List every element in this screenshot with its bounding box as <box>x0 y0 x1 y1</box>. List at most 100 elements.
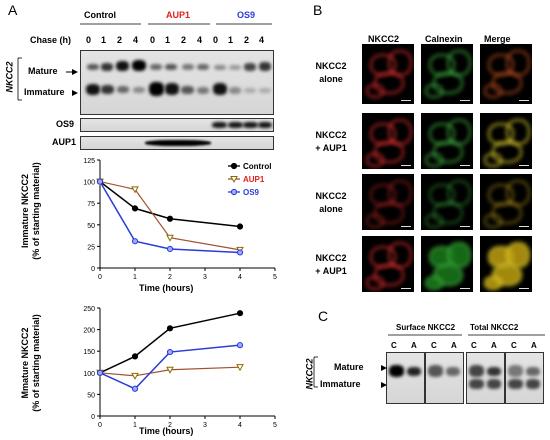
legend-label-os9: OS9 <box>243 188 260 197</box>
y-tick-label: 0 <box>91 414 95 421</box>
point-control <box>166 215 174 222</box>
scale-bar <box>519 165 529 166</box>
total-label: Total NKCC2 <box>470 323 519 332</box>
nkcc2-side-label: NKCC2 <box>4 61 15 93</box>
row-label-line2: alone <box>319 204 343 214</box>
row-label: NKCC2 + AUP1 <box>300 129 362 155</box>
mature-label: Mature <box>28 66 58 76</box>
cell-shape <box>492 72 522 94</box>
cell-shape <box>374 141 404 163</box>
cell-shape <box>484 84 502 98</box>
cell-shape <box>425 276 443 290</box>
lane-label: 0 <box>213 35 219 45</box>
x-tick-label: 1 <box>133 274 137 281</box>
micrograph <box>421 174 473 230</box>
series-line-control <box>99 312 241 374</box>
row-label-line1: NKCC2 <box>315 130 347 140</box>
c-lane-label: C <box>391 341 397 350</box>
micrograph <box>362 174 414 230</box>
col-header-merge: Merge <box>484 34 511 44</box>
row-label-line1: NKCC2 <box>315 253 347 263</box>
col-header-nkcc2: NKCC2 <box>368 34 400 44</box>
legend-label-control: Control <box>243 162 271 171</box>
point-control <box>131 205 139 212</box>
row-label-line2: + AUP1 <box>315 266 347 276</box>
cell-shape <box>366 84 384 98</box>
chart1-ylabel-line1: Immature NKCC2 <box>20 173 30 249</box>
chart1-ylabel: Immature NKCC2 (% of starting material) <box>20 146 42 276</box>
aup1-row-label: AUP1 <box>52 137 77 147</box>
lane-label: 0 <box>86 35 92 45</box>
c-lane-label: A <box>491 341 497 350</box>
blot-c-arrows <box>313 356 387 388</box>
lane-label: 2 <box>117 35 123 45</box>
point-os9 <box>131 238 139 245</box>
y-tick-label: 150 <box>83 349 95 356</box>
lane-label: 4 <box>259 35 265 45</box>
y-tick-label: 100 <box>83 180 95 187</box>
row-label: NKCC2 + AUP1 <box>300 252 362 278</box>
panel-letter-a: A <box>8 2 18 18</box>
nkcc2-blot <box>80 50 274 115</box>
chart2-xlabel: Time (hours) <box>139 426 194 436</box>
scale-bar <box>460 100 470 101</box>
point-os9 <box>166 245 174 253</box>
c-lane-label: A <box>451 341 457 350</box>
c-blot-strip <box>425 352 464 404</box>
x-tick-label: 4 <box>238 274 242 281</box>
legend-label-aup1: AUP1 <box>243 175 265 184</box>
cell-shape <box>425 153 443 167</box>
row-label-line2: + AUP1 <box>315 143 347 153</box>
micrograph <box>421 236 473 292</box>
legend-marker <box>230 176 238 184</box>
aup1-blot <box>80 136 274 150</box>
cell-shape <box>366 153 384 167</box>
row-label-line1: NKCC2 <box>315 61 347 71</box>
c-nkcc2-side-label: NKCC2 <box>304 358 315 390</box>
micrograph <box>480 113 532 169</box>
os9-blot <box>80 118 274 132</box>
x-tick-label: 2 <box>168 274 172 281</box>
x-tick-label: 2 <box>168 422 172 429</box>
y-tick-label: 125 <box>83 158 95 165</box>
cell-shape <box>374 202 404 224</box>
series-line-os9 <box>99 344 241 390</box>
lane-label: 1 <box>165 35 171 45</box>
cell-shape <box>433 202 463 224</box>
scale-bar <box>519 100 529 101</box>
chase-label: Chase (h) <box>30 35 72 45</box>
row-label-line2: alone <box>319 74 343 84</box>
x-tick-label: 5 <box>273 422 277 429</box>
surface-label: Surface NKCC2 <box>396 323 456 332</box>
cell-shape <box>366 276 384 290</box>
chart2-ylabel-line1: Mmature NKCC2 <box>20 327 30 399</box>
group-label-os9: OS9 <box>237 10 256 20</box>
series-line-aup1 <box>99 366 241 377</box>
chart1: 0 25 50 75 100 125 0 1 2 3 4 5 Control AUP1 OS9 <box>83 158 277 281</box>
panel-letter-c: C <box>318 308 329 324</box>
panel-letter-b: B <box>313 2 323 18</box>
x-tick-label: 4 <box>238 422 242 429</box>
micrograph <box>362 113 414 169</box>
y-tick-label: 100 <box>83 371 95 378</box>
group-label-control: Control <box>84 10 116 20</box>
scale-bar <box>401 100 411 101</box>
point-control <box>131 353 139 360</box>
c-mature-label: Mature <box>334 362 364 372</box>
chart1-xlabel: Time (hours) <box>139 283 194 293</box>
point-os9 <box>96 369 104 376</box>
point-aup1 <box>131 186 139 194</box>
lane-label: 2 <box>181 35 187 45</box>
lane-label: 1 <box>101 35 107 45</box>
micrograph <box>480 236 532 292</box>
y-tick-label: 50 <box>87 223 95 230</box>
chart2-ylabel: Mmature NKCC2 (% of starting material) <box>20 298 42 428</box>
micrograph <box>362 44 414 104</box>
cell-shape <box>484 214 502 228</box>
lane-label: 2 <box>244 35 250 45</box>
lane-label: 4 <box>197 35 203 45</box>
row-label: NKCC2 alone <box>300 60 362 86</box>
scale-bar <box>460 226 470 227</box>
lane-label: 4 <box>133 35 139 45</box>
x-tick-label: 3 <box>203 422 207 429</box>
